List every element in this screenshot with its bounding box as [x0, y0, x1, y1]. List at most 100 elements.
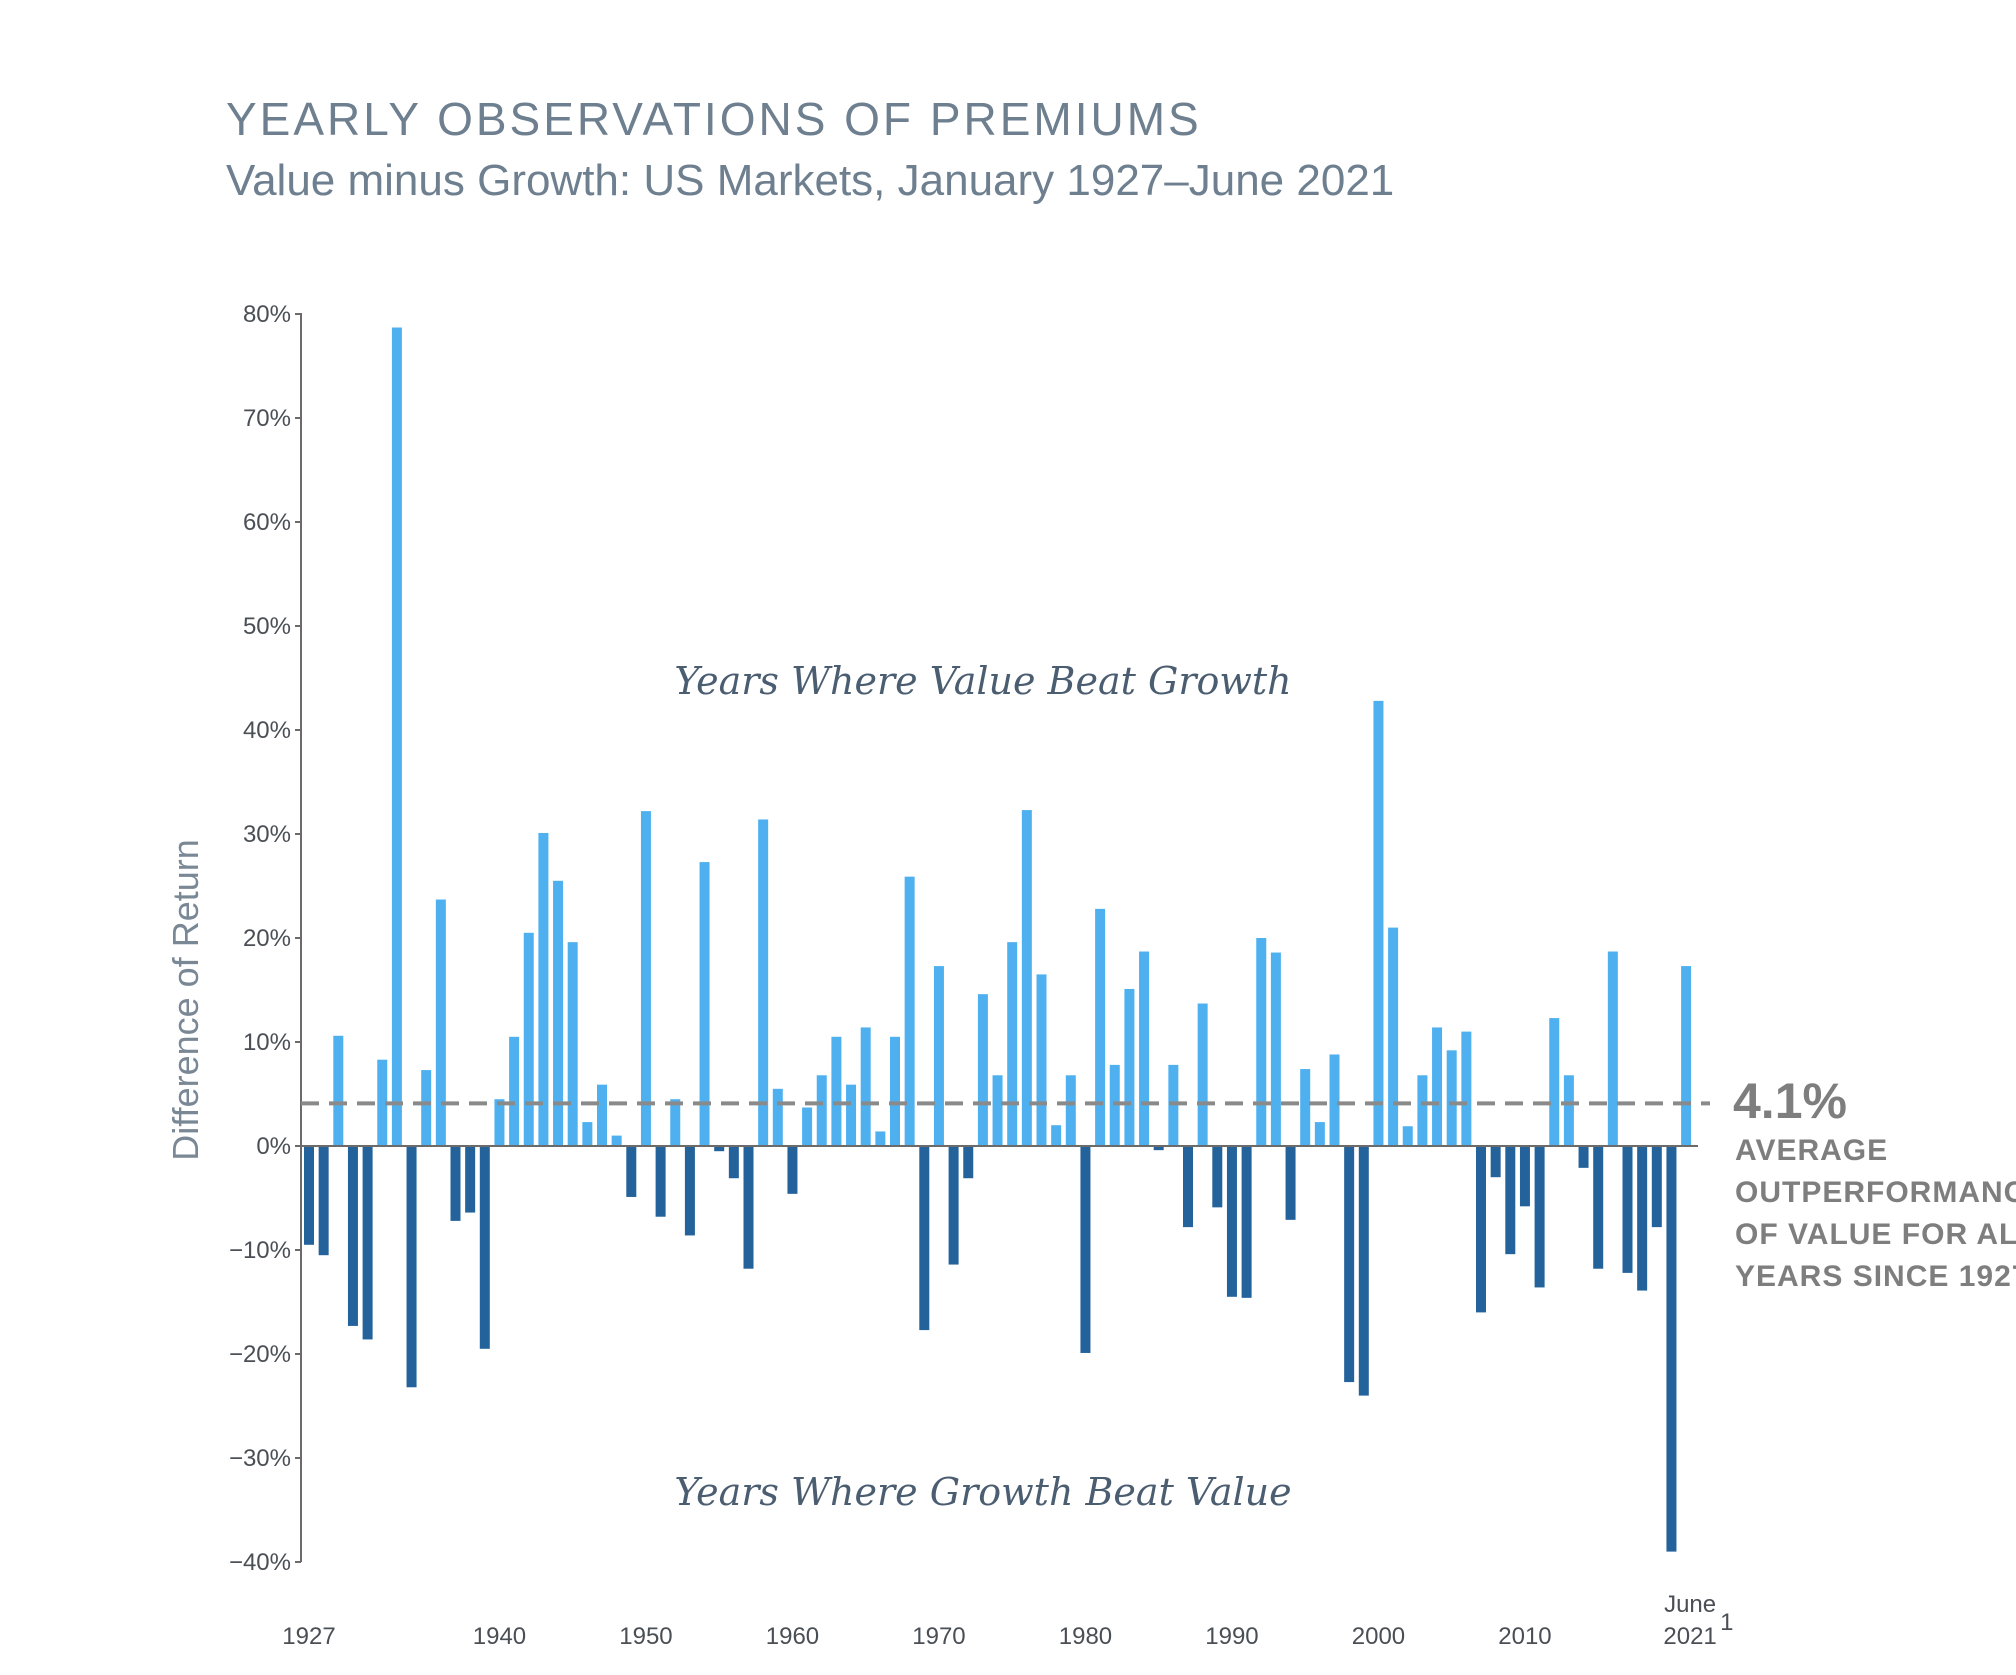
- bar: [567, 942, 578, 1146]
- y-tick-label: 50%: [243, 613, 291, 640]
- x-tick-label: 1990: [1205, 1623, 1258, 1650]
- bar: [435, 899, 446, 1146]
- bar: [758, 819, 769, 1146]
- bar: [479, 1146, 490, 1349]
- bar: [1534, 1146, 1545, 1288]
- chart-subtitle: Value minus Growth: US Markets, January …: [226, 156, 1395, 205]
- bar: [1036, 974, 1047, 1146]
- bar: [362, 1146, 373, 1340]
- bar: [1358, 1146, 1369, 1396]
- bar: [1490, 1146, 1501, 1178]
- y-tick-label: −20%: [229, 1341, 291, 1368]
- bar: [1270, 952, 1281, 1146]
- bar: [714, 1146, 725, 1152]
- bar: [1476, 1146, 1486, 1313]
- x-tick-label: 1950: [619, 1623, 672, 1650]
- bar: [406, 1146, 417, 1388]
- bar: [611, 1135, 622, 1146]
- y-tick-label: −40%: [229, 1549, 291, 1576]
- bar: [1139, 951, 1150, 1146]
- y-tick-label: 20%: [243, 925, 291, 952]
- bar: [890, 1036, 900, 1146]
- bar: [523, 932, 534, 1146]
- bar: [728, 1146, 739, 1179]
- bar: [860, 1027, 871, 1146]
- region-label-negative: Years Where Growth Beat Value: [674, 1470, 1291, 1514]
- bar: [875, 1131, 886, 1146]
- bar: [670, 1099, 681, 1146]
- bar: [1651, 1146, 1662, 1228]
- y-tick-label: 30%: [243, 821, 291, 848]
- bar: [450, 1146, 461, 1221]
- bar: [933, 966, 944, 1146]
- bar: [640, 811, 651, 1146]
- average-note-line: YEARS SINCE 1927: [1735, 1260, 2016, 1293]
- bar: [377, 1059, 388, 1146]
- bar: [1666, 1146, 1677, 1552]
- bar: [304, 1146, 314, 1245]
- bar: [1300, 1069, 1311, 1146]
- bar: [1388, 927, 1399, 1146]
- bar: [1168, 1064, 1179, 1146]
- x-tick-label: 1960: [766, 1623, 819, 1650]
- bar: [743, 1146, 754, 1269]
- x-tick-label: 2021: [1663, 1623, 1716, 1650]
- bar: [831, 1036, 842, 1146]
- bar: [1432, 1027, 1443, 1146]
- bar: [1051, 1125, 1062, 1146]
- average-note: AVERAGE OUTPERFORMANCE OF VALUE FOR ALL YEA…: [1735, 1134, 2016, 1293]
- bar: [1578, 1146, 1589, 1168]
- y-tick-label: 60%: [243, 509, 291, 536]
- bar: [509, 1036, 520, 1146]
- bar: [802, 1107, 813, 1146]
- bar: [1021, 810, 1032, 1146]
- bar: [538, 832, 549, 1146]
- bar: [919, 1146, 930, 1331]
- region-label-positive: Years Where Value Beat Growth: [674, 659, 1291, 703]
- bar: [963, 1146, 974, 1179]
- bar: [1607, 951, 1618, 1146]
- bar: [1226, 1146, 1237, 1297]
- x-tick-label: 2010: [1498, 1623, 1551, 1650]
- bar: [948, 1146, 959, 1265]
- chart-title: YEARLY OBSERVATIONS OF PREMIUMS: [226, 93, 1202, 145]
- bar: [1256, 938, 1267, 1146]
- bar: [1446, 1050, 1457, 1146]
- bar: [1285, 1146, 1296, 1220]
- y-tick-label: 0%: [256, 1133, 291, 1160]
- bar: [1007, 942, 1018, 1146]
- bar: [1637, 1146, 1648, 1291]
- bar: [333, 1035, 344, 1146]
- average-note-line: OF VALUE FOR ALL: [1735, 1218, 2016, 1251]
- y-axis-ticks: 80% 70% 60% 50% 40% 30% 20% 10% 0% −10% −20% −30% −4…: [229, 301, 301, 1576]
- bar: [582, 1122, 593, 1146]
- bar: [1212, 1146, 1223, 1208]
- y-tick-label: 70%: [243, 405, 291, 432]
- bar: [1563, 1075, 1574, 1146]
- bar: [391, 327, 402, 1146]
- bar: [772, 1088, 783, 1146]
- bar: [816, 1075, 827, 1146]
- bar: [1681, 966, 1692, 1146]
- average-note-line: AVERAGE: [1735, 1134, 1888, 1167]
- bar: [597, 1084, 607, 1146]
- bar: [1549, 1018, 1560, 1146]
- average-value: 4.1%: [1733, 1073, 1847, 1129]
- bar: [1183, 1146, 1193, 1228]
- x-tick-label: 1970: [912, 1623, 965, 1650]
- bar: [421, 1070, 432, 1146]
- x-tick-label: June: [1664, 1591, 1716, 1618]
- bar: [1373, 700, 1384, 1146]
- bar: [1402, 1126, 1413, 1146]
- bar: [553, 880, 564, 1146]
- bar: [904, 876, 915, 1146]
- bar: [1593, 1146, 1604, 1269]
- bar: [1065, 1075, 1076, 1146]
- x-tick-label: 1980: [1059, 1623, 1112, 1650]
- bar: [1314, 1122, 1325, 1146]
- bar: [655, 1146, 666, 1217]
- bar: [1519, 1146, 1530, 1207]
- bar: [626, 1146, 637, 1197]
- x-axis-ticks: 1927 1940 1950 1960 1970 1980 1990 2000 2010 June…: [282, 1591, 1733, 1650]
